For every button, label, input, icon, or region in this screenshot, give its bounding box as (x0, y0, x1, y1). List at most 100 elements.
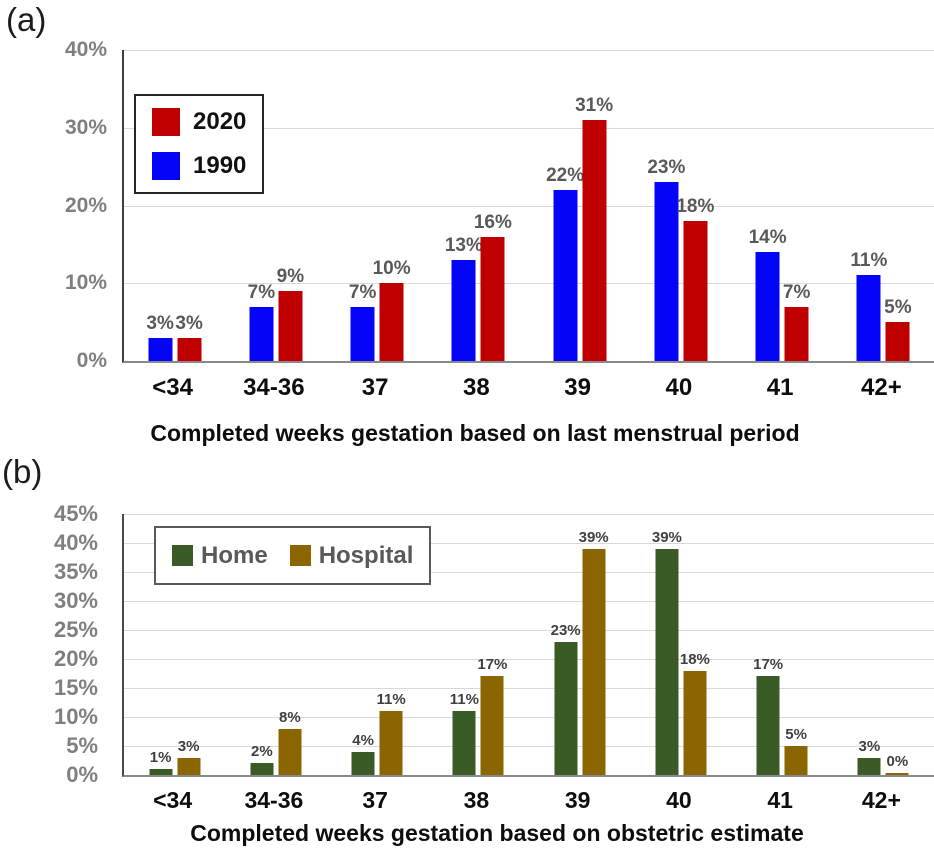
data-label: 3% (146, 312, 174, 334)
y-tick-label: 5% (66, 733, 98, 758)
y-tick-label: 40% (64, 38, 107, 61)
bar-home-<34: 1% (149, 749, 173, 775)
gridline (124, 572, 934, 573)
bar-pair: 3% 3% (146, 313, 203, 361)
category-label: 41 (766, 374, 794, 401)
x-axis-title: Completed weeks gestation based on last … (150, 420, 800, 446)
x-axis-title: Completed weeks gestation based on obste… (190, 820, 804, 846)
legend-swatch-home (172, 545, 193, 566)
bar-hospital-38: 17% (477, 656, 507, 775)
bar-home-39: 23% (551, 622, 581, 775)
bar-pair: 39% 18% (652, 529, 710, 775)
bar-pair: 7% 10% (348, 258, 411, 361)
legend-item-1990: 1990 (152, 152, 246, 180)
category-group: 7% 10% (327, 50, 428, 361)
category-label: <34 (153, 787, 193, 813)
y-tick-label: 10% (53, 704, 98, 729)
category-group: 11% 17% (428, 514, 529, 775)
bar-pair: 14% 7% (749, 227, 810, 361)
legend-item-2020: 2020 (152, 108, 246, 136)
category-group: 3% 0% (833, 514, 934, 775)
gridline (124, 127, 934, 129)
bar-2020-42+: 5% (884, 297, 912, 361)
data-label: 18% (679, 650, 710, 668)
category-group: 2% 8% (225, 514, 326, 775)
category-group: 39% 18% (630, 514, 731, 775)
legend-item-home: Home (172, 542, 268, 569)
bar-hospital-34-36: 8% (278, 709, 302, 775)
bar-home-37: 4% (351, 732, 375, 775)
category-label: 40 (665, 374, 693, 401)
data-label: 11% (376, 691, 406, 709)
bar-2020-<34: 3% (175, 313, 203, 361)
data-label: 8% (279, 708, 301, 726)
panel-a-label: (a) (6, 1, 47, 38)
category-group: 14% 7% (732, 50, 833, 361)
bar-pair: 17% 5% (753, 656, 808, 775)
bar-2020-40: 18% (676, 196, 714, 361)
bar-pair: 4% 11% (351, 691, 406, 775)
bar-2020-34-36: 9% (277, 266, 304, 361)
category-group: 17% 5% (732, 514, 833, 775)
plot-area: 3% 3% 7% 9% 7% 10% 13% 16% 22% 31% 23% 18% 14% 7% 11% 5… (122, 50, 934, 363)
y-axis-tick-labels: 0% 5% 10% 15% 20% 25% 30% 35% 40% 45% (0, 501, 98, 787)
category-group: 23% 18% (630, 50, 731, 361)
y-tick-label: 20% (64, 193, 107, 217)
data-label: 18% (676, 196, 715, 218)
data-label: 5% (884, 297, 912, 319)
y-tick-label: 30% (64, 115, 107, 139)
bar-2020-41: 7% (783, 282, 810, 361)
legend-label: Hospital (318, 542, 414, 569)
bar-2020-37: 10% (373, 258, 411, 361)
gridline (124, 746, 934, 747)
category-label: 38 (463, 787, 490, 813)
data-label: 7% (247, 281, 276, 303)
category-group: 7% 9% (225, 50, 326, 361)
data-label: 7% (348, 281, 377, 303)
data-label: 10% (372, 258, 411, 280)
bar-pair: 23% 18% (647, 157, 714, 361)
data-label: 13% (444, 234, 483, 256)
category-label: 41 (767, 787, 793, 813)
y-tick-label: 25% (53, 617, 98, 642)
bar-hospital-37: 11% (377, 691, 406, 775)
y-tick-label: 35% (53, 559, 98, 584)
bar-hospital-41: 5% (784, 726, 808, 775)
bar-pair: 7% 9% (248, 266, 304, 361)
bar-home-42+: 3% (857, 738, 881, 775)
data-label: 16% (473, 211, 512, 233)
category-label: 39 (564, 787, 591, 813)
bar-pair: 13% 16% (445, 212, 512, 361)
legend-swatch-hospital (289, 545, 311, 566)
category-group: 4% 11% (327, 514, 428, 775)
bar-pair: 1% 3% (149, 738, 201, 775)
data-label: 39% (578, 528, 609, 546)
bar-home-34-36: 2% (250, 743, 274, 775)
category-group: 11% 5% (833, 50, 934, 361)
bar-groups: 3% 3% 7% 9% 7% 10% 13% 16% 22% 31% 23% 18% 14% 7% 11% 5… (124, 50, 934, 361)
data-label: 4% (352, 731, 374, 749)
category-label: 40 (666, 787, 692, 813)
bar-pair: 11% 17% (450, 656, 507, 775)
category-label: 37 (362, 787, 388, 813)
plot-area: 1% 3% 2% 8% 4% 11% 11% 17% 23% 39% 39% 18% 17% 5% 3% 0%… (122, 514, 934, 777)
y-tick-label: 0% (76, 349, 107, 372)
legend-swatch-2020 (152, 108, 180, 136)
data-label: 1% (149, 749, 172, 767)
category-group: 1% 3% (124, 514, 225, 775)
bar-2020-38: 16% (474, 212, 512, 361)
category-group: 13% 16% (428, 50, 529, 361)
panel-b-label: (b) (2, 453, 43, 490)
x-axis-category-labels: <34 34-36 37 38 39 40 41 42+ (122, 787, 932, 814)
bar-hospital-<34: 3% (177, 738, 201, 775)
bar-1990-42+: 11% (850, 250, 887, 361)
data-label: 11% (850, 250, 888, 272)
bar-pair: 11% 5% (850, 250, 912, 361)
category-label: 34-36 (243, 374, 305, 401)
category-label: 37 (361, 374, 389, 401)
data-label: 0% (886, 753, 909, 770)
data-label: 17% (753, 656, 784, 674)
data-label: 31% (575, 94, 614, 116)
bar-1990-<34: 3% (146, 313, 174, 361)
